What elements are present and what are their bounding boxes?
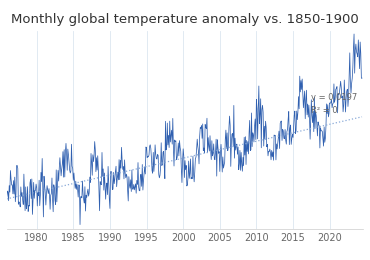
Text: y = 0.0197: y = 0.0197 xyxy=(311,93,357,102)
Title: Monthly global temperature anomaly vs. 1850-1900: Monthly global temperature anomaly vs. 1… xyxy=(11,13,359,26)
Text: R² = 0: R² = 0 xyxy=(311,106,338,115)
